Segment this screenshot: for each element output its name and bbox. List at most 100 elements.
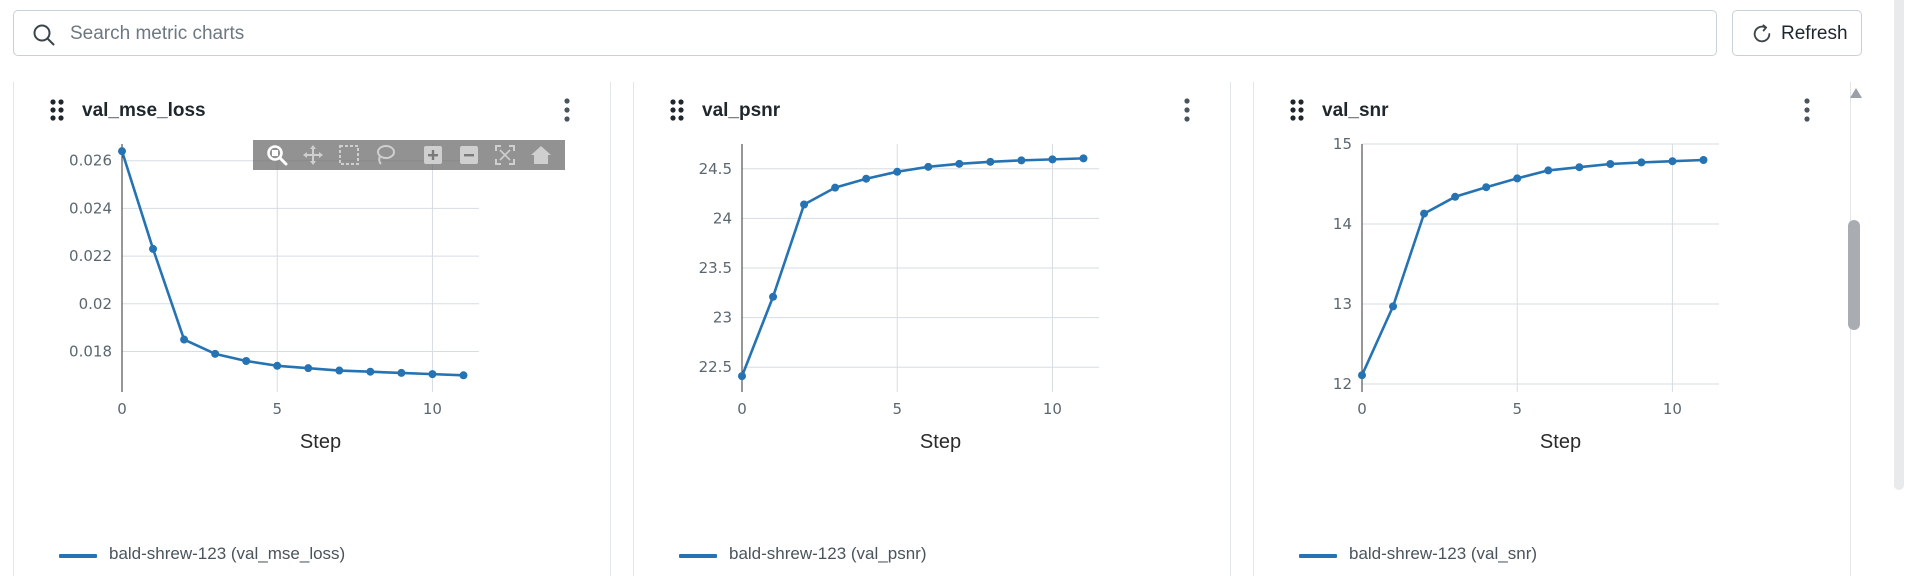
- legend-swatch: [1299, 554, 1337, 558]
- box-select-icon[interactable]: [337, 143, 361, 167]
- y-tick-label: 14: [1333, 215, 1352, 233]
- data-point: [459, 371, 468, 380]
- drag-handle-icon[interactable]: [49, 98, 65, 122]
- legend-swatch: [679, 554, 717, 558]
- data-point: [428, 370, 437, 379]
- data-point: [893, 167, 902, 176]
- card-divider: [13, 82, 14, 576]
- autoscale-icon[interactable]: [493, 143, 517, 167]
- reset-axes-icon[interactable]: [529, 143, 553, 167]
- data-point: [1668, 157, 1677, 166]
- refresh-button-label: Refresh: [1781, 23, 1848, 44]
- y-tick-label: 0.022: [69, 247, 112, 265]
- line-chart-val-psnr[interactable]: 0 5 10 22.5 23 23.5 24 24.5 Step: [641, 134, 1221, 544]
- y-tick-label: 13: [1333, 295, 1352, 313]
- series-line: [740, 157, 1084, 377]
- card-divider: [633, 82, 634, 576]
- line-chart-val-mse-loss[interactable]: 0 5 10 0.018 0.02 0.022 0.024 0.026 Step: [21, 134, 601, 544]
- data-point: [1358, 371, 1366, 380]
- zoom-out-icon[interactable]: [457, 143, 481, 167]
- data-point: [924, 162, 933, 171]
- plot-modebar: [253, 140, 565, 170]
- y-tick-label: 24: [713, 209, 732, 227]
- x-tick-label: 5: [892, 400, 902, 418]
- x-axis-title: Step: [920, 431, 961, 453]
- data-point: [1544, 166, 1553, 175]
- x-tick-label: 5: [272, 400, 282, 418]
- card-title: val_mse_loss: [82, 100, 206, 121]
- x-tick-label: 0: [117, 400, 127, 418]
- scroll-up-arrow-icon[interactable]: [1850, 88, 1862, 98]
- data-point: [1699, 156, 1708, 164]
- legend-swatch: [59, 554, 97, 558]
- line-chart-val-snr[interactable]: 0 5 10 12 13 14 15 Step: [1261, 134, 1841, 544]
- series-line: [1360, 158, 1704, 376]
- data-point: [118, 147, 126, 156]
- data-point: [1420, 209, 1429, 218]
- series-line: [120, 150, 464, 377]
- data-point: [862, 174, 871, 183]
- y-tick-label: 0.02: [79, 295, 112, 313]
- chart-grid: val_mse_loss 0 5 10 0.018 0.02 0.022 0.024 0.02…: [13, 82, 1861, 576]
- data-point: [1017, 156, 1026, 165]
- kebab-menu-icon[interactable]: [1181, 96, 1193, 124]
- pan-icon[interactable]: [301, 143, 325, 167]
- y-tick-label: 15: [1333, 135, 1352, 153]
- drag-handle-icon[interactable]: [1289, 98, 1305, 122]
- kebab-menu-icon[interactable]: [1801, 96, 1813, 124]
- data-point: [366, 367, 375, 376]
- data-point: [769, 292, 778, 301]
- data-point: [955, 159, 964, 168]
- metric-card-val-mse-loss: val_mse_loss 0 5 10 0.018 0.02 0.022 0.024 0.02…: [21, 82, 601, 576]
- data-point: [1048, 155, 1057, 164]
- x-axis-title: Step: [300, 431, 341, 453]
- refresh-button[interactable]: Refresh: [1732, 10, 1862, 56]
- search-bar: [13, 10, 1717, 56]
- card-divider: [1253, 82, 1254, 576]
- y-tick-label: 23.5: [699, 259, 732, 277]
- data-point: [1575, 163, 1584, 172]
- data-point: [149, 244, 158, 253]
- data-point: [242, 357, 251, 365]
- data-point: [1637, 158, 1646, 167]
- data-point: [304, 364, 313, 373]
- y-tick-label: 24.5: [699, 160, 732, 178]
- data-point: [800, 200, 809, 209]
- x-tick-label: 0: [737, 400, 747, 418]
- page-scrollbar-track[interactable]: [1894, 0, 1904, 490]
- card-divider: [1230, 82, 1231, 576]
- data-point: [397, 368, 406, 377]
- drag-handle-icon[interactable]: [669, 98, 685, 122]
- x-tick-label: 5: [1512, 400, 1522, 418]
- data-point: [1389, 302, 1398, 311]
- lasso-select-icon[interactable]: [373, 143, 397, 167]
- data-point: [180, 335, 189, 344]
- scrollbar-thumb[interactable]: [1848, 220, 1860, 330]
- card-title: val_snr: [1322, 100, 1389, 121]
- y-tick-label: 23: [713, 309, 732, 327]
- data-point: [273, 361, 282, 370]
- data-point: [831, 183, 840, 192]
- y-tick-label: 0.026: [69, 152, 112, 170]
- x-tick-label: 10: [1043, 400, 1062, 418]
- x-tick-label: 0: [1357, 400, 1367, 418]
- data-point: [211, 349, 220, 358]
- data-point: [986, 157, 995, 166]
- refresh-icon: [1753, 24, 1771, 43]
- y-tick-label: 12: [1333, 375, 1352, 393]
- data-point: [1606, 160, 1615, 168]
- data-point: [1482, 183, 1491, 192]
- legend-label: bald-shrew-123 (val_mse_loss): [109, 544, 346, 563]
- legend-label: bald-shrew-123 (val_psnr): [729, 544, 927, 563]
- kebab-menu-icon[interactable]: [561, 96, 573, 124]
- y-tick-label: 22.5: [699, 358, 732, 376]
- search-input[interactable]: [68, 17, 1692, 51]
- y-tick-label: 0.024: [69, 199, 112, 217]
- legend-label: bald-shrew-123 (val_snr): [1349, 544, 1538, 563]
- x-tick-label: 10: [1663, 400, 1682, 418]
- zoom-in-icon[interactable]: [421, 143, 445, 167]
- data-point: [1079, 154, 1088, 163]
- search-icon: [33, 24, 55, 46]
- zoom-icon[interactable]: [265, 143, 289, 167]
- x-tick-label: 10: [423, 400, 442, 418]
